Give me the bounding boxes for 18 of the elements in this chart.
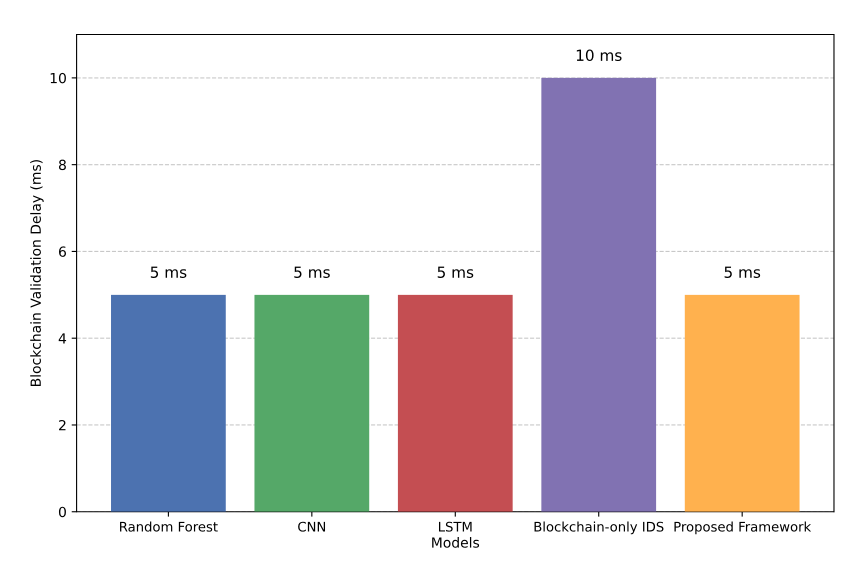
- data-label: 10 ms: [576, 49, 622, 62]
- x-tick-label: LSTM: [438, 522, 472, 532]
- y-tick-label: 4: [58, 333, 66, 344]
- x-tick-label: Proposed Framework: [674, 521, 812, 534]
- x-tick-label: CNN: [298, 522, 326, 532]
- y-tick-label: 8: [58, 160, 66, 170]
- data-label: 5 ms: [294, 266, 330, 278]
- data-label: 5 ms: [150, 266, 186, 278]
- data-label: 5 ms: [724, 266, 760, 278]
- y-tick-label: 0: [58, 506, 66, 518]
- y-tick-label: 2: [59, 420, 66, 430]
- x-tick-label: Random Forest: [120, 521, 218, 532]
- y-tick-label: 6: [59, 246, 66, 257]
- y-axis-title: Blockchain Validation Delay (ms): [30, 160, 44, 386]
- x-tick-label: Blockchain-only IDS: [534, 521, 664, 534]
- x-axis-title: Models: [432, 537, 480, 548]
- y-tick-label: 10: [50, 72, 66, 84]
- data-label: 5 ms: [438, 266, 474, 278]
